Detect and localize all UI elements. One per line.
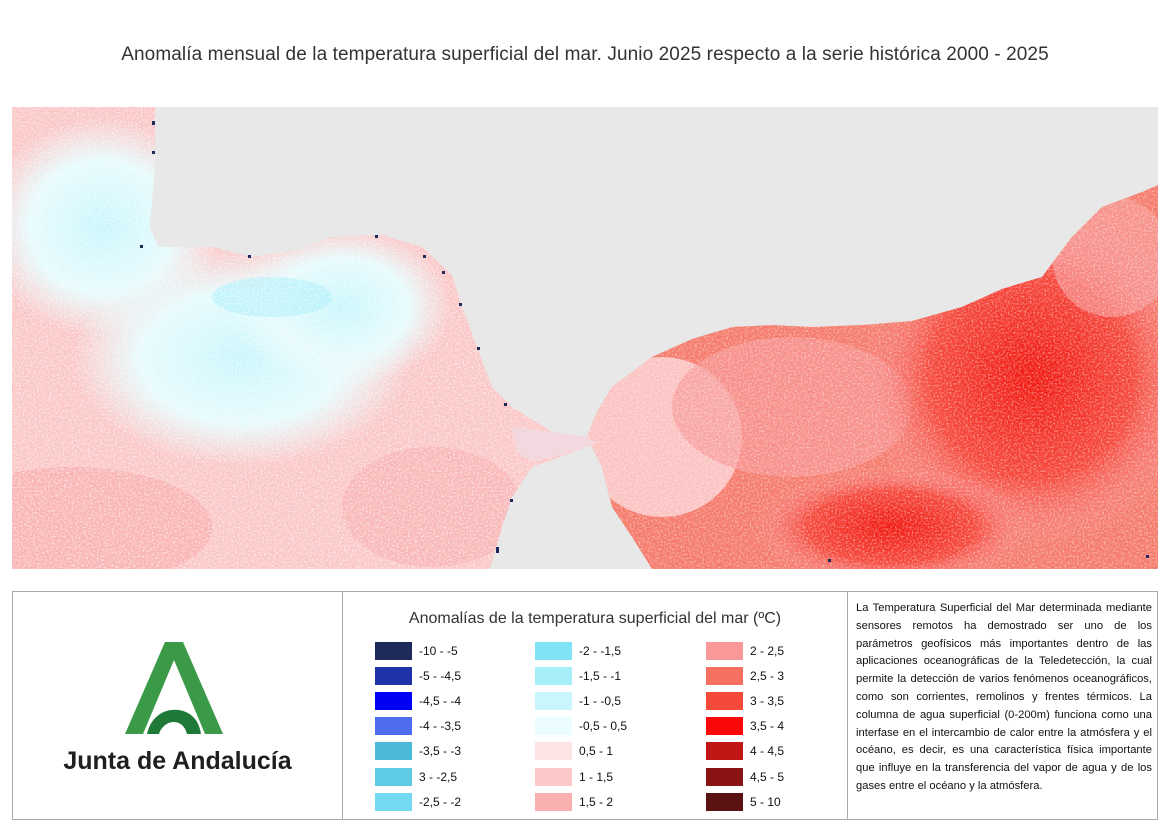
legend: Anomalías de la temperatura superficial …	[343, 592, 848, 819]
legend-label: 3,5 - 4	[750, 719, 785, 734]
legend-column-3: 2 - 2,5 2,5 - 3 3 - 3,5 3,5 - 4 4 - 4,5 …	[706, 638, 784, 814]
legend-item: 3 - 3,5	[706, 688, 784, 713]
logo-section: Junta de Andalucía	[13, 592, 343, 819]
legend-label: -2,5 - -2	[419, 794, 462, 809]
legend-label: -2 - -1,5	[579, 643, 622, 658]
legend-item: -4,5 - -4	[375, 688, 461, 713]
legend-item: 4 - 4,5	[706, 739, 784, 764]
junta-andalucia-logo-icon	[125, 642, 223, 734]
sst-raster	[12, 107, 1158, 569]
legend-label: -5 - -4,5	[419, 668, 462, 683]
legend-item: 3,5 - 4	[706, 714, 784, 739]
legend-label: -0,5 - 0,5	[579, 719, 628, 734]
legend-swatch	[706, 641, 743, 660]
legend-label: 4 - 4,5	[750, 744, 785, 759]
legend-label: 2,5 - 3	[750, 668, 785, 683]
legend-item: -2,5 - -2	[375, 789, 461, 814]
legend-item: -2 - -1,5	[535, 638, 627, 663]
legend-item: 1,5 - 2	[535, 789, 627, 814]
sst-anomaly-map	[12, 107, 1158, 569]
legend-item: 3 - -2,5	[375, 764, 461, 789]
legend-item: -3,5 - -3	[375, 739, 461, 764]
legend-label: 1,5 - 2	[579, 794, 614, 809]
legend-item: 4,5 - 5	[706, 764, 784, 789]
legend-label: 5 - 10	[750, 794, 781, 809]
legend-item: -4 - -3,5	[375, 714, 461, 739]
legend-swatch	[535, 792, 572, 811]
legend-column-2: -2 - -1,5 -1,5 - -1 -1 - -0,5 -0,5 - 0,5…	[535, 638, 627, 814]
legend-swatch	[706, 717, 743, 736]
legend-item: 1 - 1,5	[535, 764, 627, 789]
legend-label: 1 - 1,5	[579, 769, 614, 784]
legend-label: 0,5 - 1	[579, 744, 614, 759]
legend-swatch	[535, 717, 572, 736]
legend-label: -10 - -5	[419, 643, 458, 658]
legend-label: 3 - 3,5	[750, 693, 785, 708]
legend-swatch	[375, 717, 412, 736]
legend-swatch	[535, 742, 572, 761]
legend-swatch	[375, 691, 412, 710]
legend-swatch	[375, 792, 412, 811]
legend-label: 2 - 2,5	[750, 643, 785, 658]
legend-item: -0,5 - 0,5	[535, 714, 627, 739]
legend-swatch	[375, 641, 412, 660]
legend-swatch	[706, 666, 743, 685]
legend-item: -10 - -5	[375, 638, 461, 663]
legend-swatch	[706, 792, 743, 811]
legend-swatch	[706, 742, 743, 761]
legend-swatch	[706, 767, 743, 786]
legend-swatch	[535, 767, 572, 786]
legend-item: 2,5 - 3	[706, 663, 784, 688]
legend-swatch	[706, 691, 743, 710]
legend-label: -3,5 - -3	[419, 744, 462, 759]
legend-label: -1,5 - -1	[579, 668, 622, 683]
info-panel: Junta de Andalucía Anomalías de la tempe…	[12, 591, 1158, 820]
legend-label: -4 - -3,5	[419, 719, 462, 734]
legend-label: -1 - -0,5	[579, 693, 622, 708]
legend-item: -1,5 - -1	[535, 663, 627, 688]
legend-swatch	[535, 641, 572, 660]
description-text: La Temperatura Superficial del Mar deter…	[856, 602, 1152, 792]
legend-item: -5 - -4,5	[375, 663, 461, 688]
legend-column-1: -10 - -5 -5 - -4,5 -4,5 - -4 -4 - -3,5 -…	[375, 638, 461, 814]
legend-swatch	[375, 767, 412, 786]
legend-label: 4,5 - 5	[750, 769, 785, 784]
legend-title: Anomalías de la temperatura superficial …	[408, 610, 782, 627]
legend-swatch	[535, 666, 572, 685]
legend-label: 3 - -2,5	[419, 769, 458, 784]
legend-swatch	[535, 691, 572, 710]
legend-swatch	[375, 742, 412, 761]
legend-swatch	[375, 666, 412, 685]
map-title: Anomalía mensual de la temperatura super…	[121, 44, 1049, 65]
legend-item: -1 - -0,5	[535, 688, 627, 713]
legend-label: -4,5 - -4	[419, 693, 462, 708]
logo-text: Junta de Andalucía	[63, 747, 292, 775]
legend-item: 5 - 10	[706, 789, 784, 814]
legend-item: 2 - 2,5	[706, 638, 784, 663]
legend-item: 0,5 - 1	[535, 739, 627, 764]
